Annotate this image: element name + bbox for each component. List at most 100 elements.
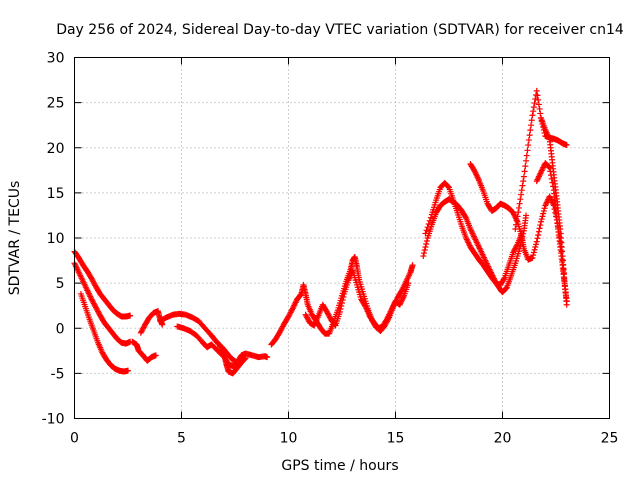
data-point [521,168,528,175]
grid-lines [74,57,610,419]
data-point [524,147,531,154]
data-point [423,241,430,248]
axis-ticks [74,57,610,419]
data-point [533,238,540,245]
data-point [518,191,525,198]
data-point [242,355,249,362]
data-point [409,262,416,269]
data-point [525,142,532,149]
data-point [533,87,540,94]
data-point [337,305,344,312]
data-point [541,205,548,212]
data-point [512,225,519,232]
y-tick-label: 20 [47,141,65,157]
data-point [424,224,431,231]
data-point [527,127,534,134]
data-point [526,132,533,139]
data-point [538,218,545,225]
data-point [525,137,532,144]
y-tick-label: -5 [51,366,65,382]
data-point [545,163,552,170]
data-point [528,117,535,124]
data-point [523,212,530,219]
tick-labels: 0 5 10 15 20 25 -10 -5 0 5 10 15 20 25 30 [42,51,619,447]
data-point [516,200,523,207]
y-tick-label: 0 [56,321,65,337]
data-point [519,182,526,189]
x-tick-label: 25 [601,431,619,447]
data-point [535,231,542,238]
data-point [520,173,527,180]
data-point [532,244,539,251]
data-points [71,87,570,377]
data-point [538,216,545,223]
data-point [529,254,536,261]
data-point [517,196,524,203]
data-point [523,152,530,159]
data-point [338,302,345,309]
data-point [522,163,529,170]
data-point [530,249,537,256]
data-point [528,122,535,129]
data-point [537,222,544,229]
y-tick-label: -10 [42,412,65,428]
y-tick-label: 30 [47,51,65,67]
data-point [462,213,469,220]
data-point [513,221,520,228]
data-point [513,242,520,249]
data-point [423,227,430,234]
y-tick-label: 10 [47,231,65,247]
data-point [515,204,522,211]
x-tick-label: 15 [387,431,405,447]
data-point [518,187,525,194]
data-point [339,296,346,303]
x-tick-label: 10 [280,431,298,447]
data-point [127,312,134,319]
data-point [420,253,427,260]
data-point [530,108,537,115]
data-point [152,352,159,359]
data-point [532,96,539,103]
data-point [405,280,412,287]
data-point [563,142,570,149]
data-point [529,112,536,119]
data-point [534,92,541,99]
data-point [531,246,538,253]
data-point [563,298,570,305]
data-point [264,354,271,361]
data-point [336,309,343,316]
data-point [540,210,547,217]
data-point [125,367,131,374]
data-point [515,209,522,216]
data-point [535,101,542,108]
data-point [536,225,543,232]
data-point [422,244,429,251]
data-point [513,217,520,224]
x-tick-label: 20 [494,431,512,447]
data-point [421,250,428,257]
data-point [531,100,538,107]
data-point [520,178,527,185]
data-point [535,228,542,235]
chart-title: Day 256 of 2024, Sidereal Day-to-day VTE… [56,22,624,38]
y-tick-label: 25 [47,96,65,112]
data-point [427,214,434,221]
data-point [540,207,547,214]
data-point [340,293,347,300]
data-point [537,110,544,117]
data-point [241,355,248,362]
data-point [530,104,537,111]
data-point [546,164,553,171]
data-point [534,235,541,242]
data-point [500,275,507,282]
x-axis-label: GPS time / hours [281,458,398,474]
x-tick-label: 0 [70,431,79,447]
data-point [514,213,521,220]
data-point [536,105,543,112]
data-point [422,230,429,237]
data-point [425,221,432,228]
x-tick-label: 5 [177,431,186,447]
data-point [530,252,537,259]
data-point [339,299,345,306]
